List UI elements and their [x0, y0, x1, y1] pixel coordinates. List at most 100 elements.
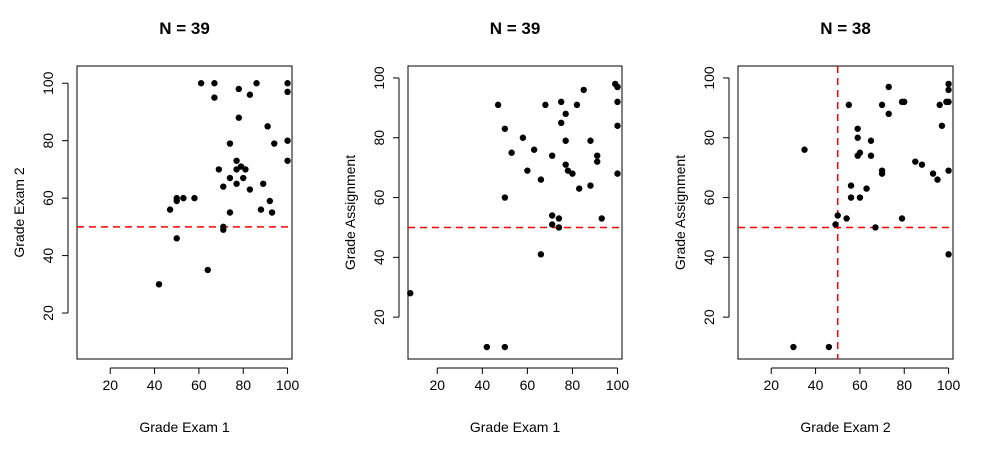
data-point	[259, 180, 267, 187]
data-point	[847, 182, 855, 189]
data-point	[594, 152, 601, 159]
x-tick-label: 20	[763, 377, 779, 393]
data-point	[284, 88, 291, 96]
data-point	[284, 80, 291, 87]
panel-title: N = 38	[820, 19, 871, 38]
data-point	[211, 80, 218, 87]
data-point	[197, 80, 205, 87]
data-point	[918, 161, 926, 168]
plot-frame	[407, 65, 623, 360]
y-tick-label: 20	[371, 309, 387, 325]
data-point	[801, 146, 808, 153]
data-point	[494, 101, 502, 109]
data-point	[519, 134, 527, 141]
panel-title: N = 39	[490, 19, 541, 38]
data-point	[832, 221, 839, 228]
data-point	[856, 149, 864, 156]
data-point	[211, 94, 218, 101]
data-point	[825, 343, 833, 351]
data-point	[246, 91, 254, 98]
data-point	[790, 343, 797, 351]
data-point	[555, 224, 563, 231]
data-point	[945, 251, 952, 258]
x-tick-label: 60	[191, 377, 207, 393]
y-tick-label: 60	[40, 190, 56, 206]
x-tick-label: 60	[852, 377, 868, 393]
panel-assignment-vs-exam2: N = 38 Grade Exam 2 Grade Assignment 20 4…	[672, 19, 960, 435]
y-tick-label: 100	[371, 66, 387, 90]
y-tick-label: 100	[40, 71, 56, 95]
data-point	[936, 101, 943, 109]
x-tick-label: 100	[606, 377, 630, 393]
plot-frame	[76, 65, 293, 360]
x-tick-label: 100	[276, 377, 300, 393]
data-point	[614, 170, 621, 177]
y-tick-label: 40	[40, 248, 56, 264]
y-tick-label: 60	[701, 190, 717, 206]
data-point	[548, 152, 556, 159]
data-point	[557, 119, 565, 127]
data-point	[867, 137, 875, 144]
data-point	[945, 80, 952, 88]
data-point	[934, 176, 941, 183]
data-point	[587, 182, 594, 189]
data-point	[562, 137, 569, 144]
data-point	[537, 251, 545, 258]
data-point	[598, 215, 605, 222]
data-point	[847, 194, 855, 201]
data-point	[912, 158, 919, 165]
data-point	[233, 157, 240, 164]
y-tick-label: 20	[40, 305, 56, 321]
x-tick-label: 40	[475, 377, 491, 393]
x-tick-label: 80	[565, 377, 581, 393]
data-point	[614, 83, 621, 91]
data-point	[233, 180, 240, 187]
data-point	[557, 98, 565, 106]
data-point	[576, 185, 583, 192]
y-tick-label: 20	[701, 309, 717, 325]
data-point	[226, 174, 234, 182]
data-point	[242, 166, 249, 173]
data-point	[284, 137, 291, 144]
data-point	[938, 122, 946, 129]
data-point	[867, 152, 875, 159]
data-point	[856, 194, 864, 201]
data-point	[173, 235, 180, 242]
y-tick-label: 40	[371, 249, 387, 265]
data-point	[483, 343, 491, 351]
y-tick-label: 80	[371, 130, 387, 146]
data-point	[901, 98, 908, 106]
data-point	[564, 167, 572, 174]
data-point	[240, 174, 247, 182]
data-point	[548, 221, 556, 228]
data-point	[215, 166, 223, 173]
y-axis-label: Grade Exam 2	[11, 167, 27, 257]
data-point	[530, 146, 538, 153]
x-tick-label: 80	[235, 377, 251, 393]
data-point	[573, 101, 581, 109]
y-axis-label: Grade Assignment	[342, 155, 358, 270]
data-point	[501, 194, 509, 201]
x-axis-label: Grade Exam 1	[139, 419, 229, 435]
data-point	[284, 157, 291, 164]
data-point	[155, 281, 163, 288]
data-point	[614, 98, 621, 106]
data-point	[542, 101, 549, 109]
data-point	[885, 83, 892, 91]
data-point	[569, 170, 576, 177]
data-point	[594, 158, 601, 165]
data-point	[845, 101, 853, 109]
data-point	[266, 197, 274, 205]
x-tick-label: 40	[147, 377, 163, 393]
data-point	[854, 125, 861, 132]
data-point	[501, 125, 509, 132]
data-point	[614, 122, 621, 129]
data-point	[555, 215, 563, 222]
data-point	[945, 86, 952, 94]
y-axis-label: Grade Assignment	[672, 155, 688, 270]
data-point	[524, 167, 531, 174]
data-point	[264, 123, 271, 130]
x-tick-label: 40	[808, 377, 824, 393]
data-point	[929, 170, 937, 177]
